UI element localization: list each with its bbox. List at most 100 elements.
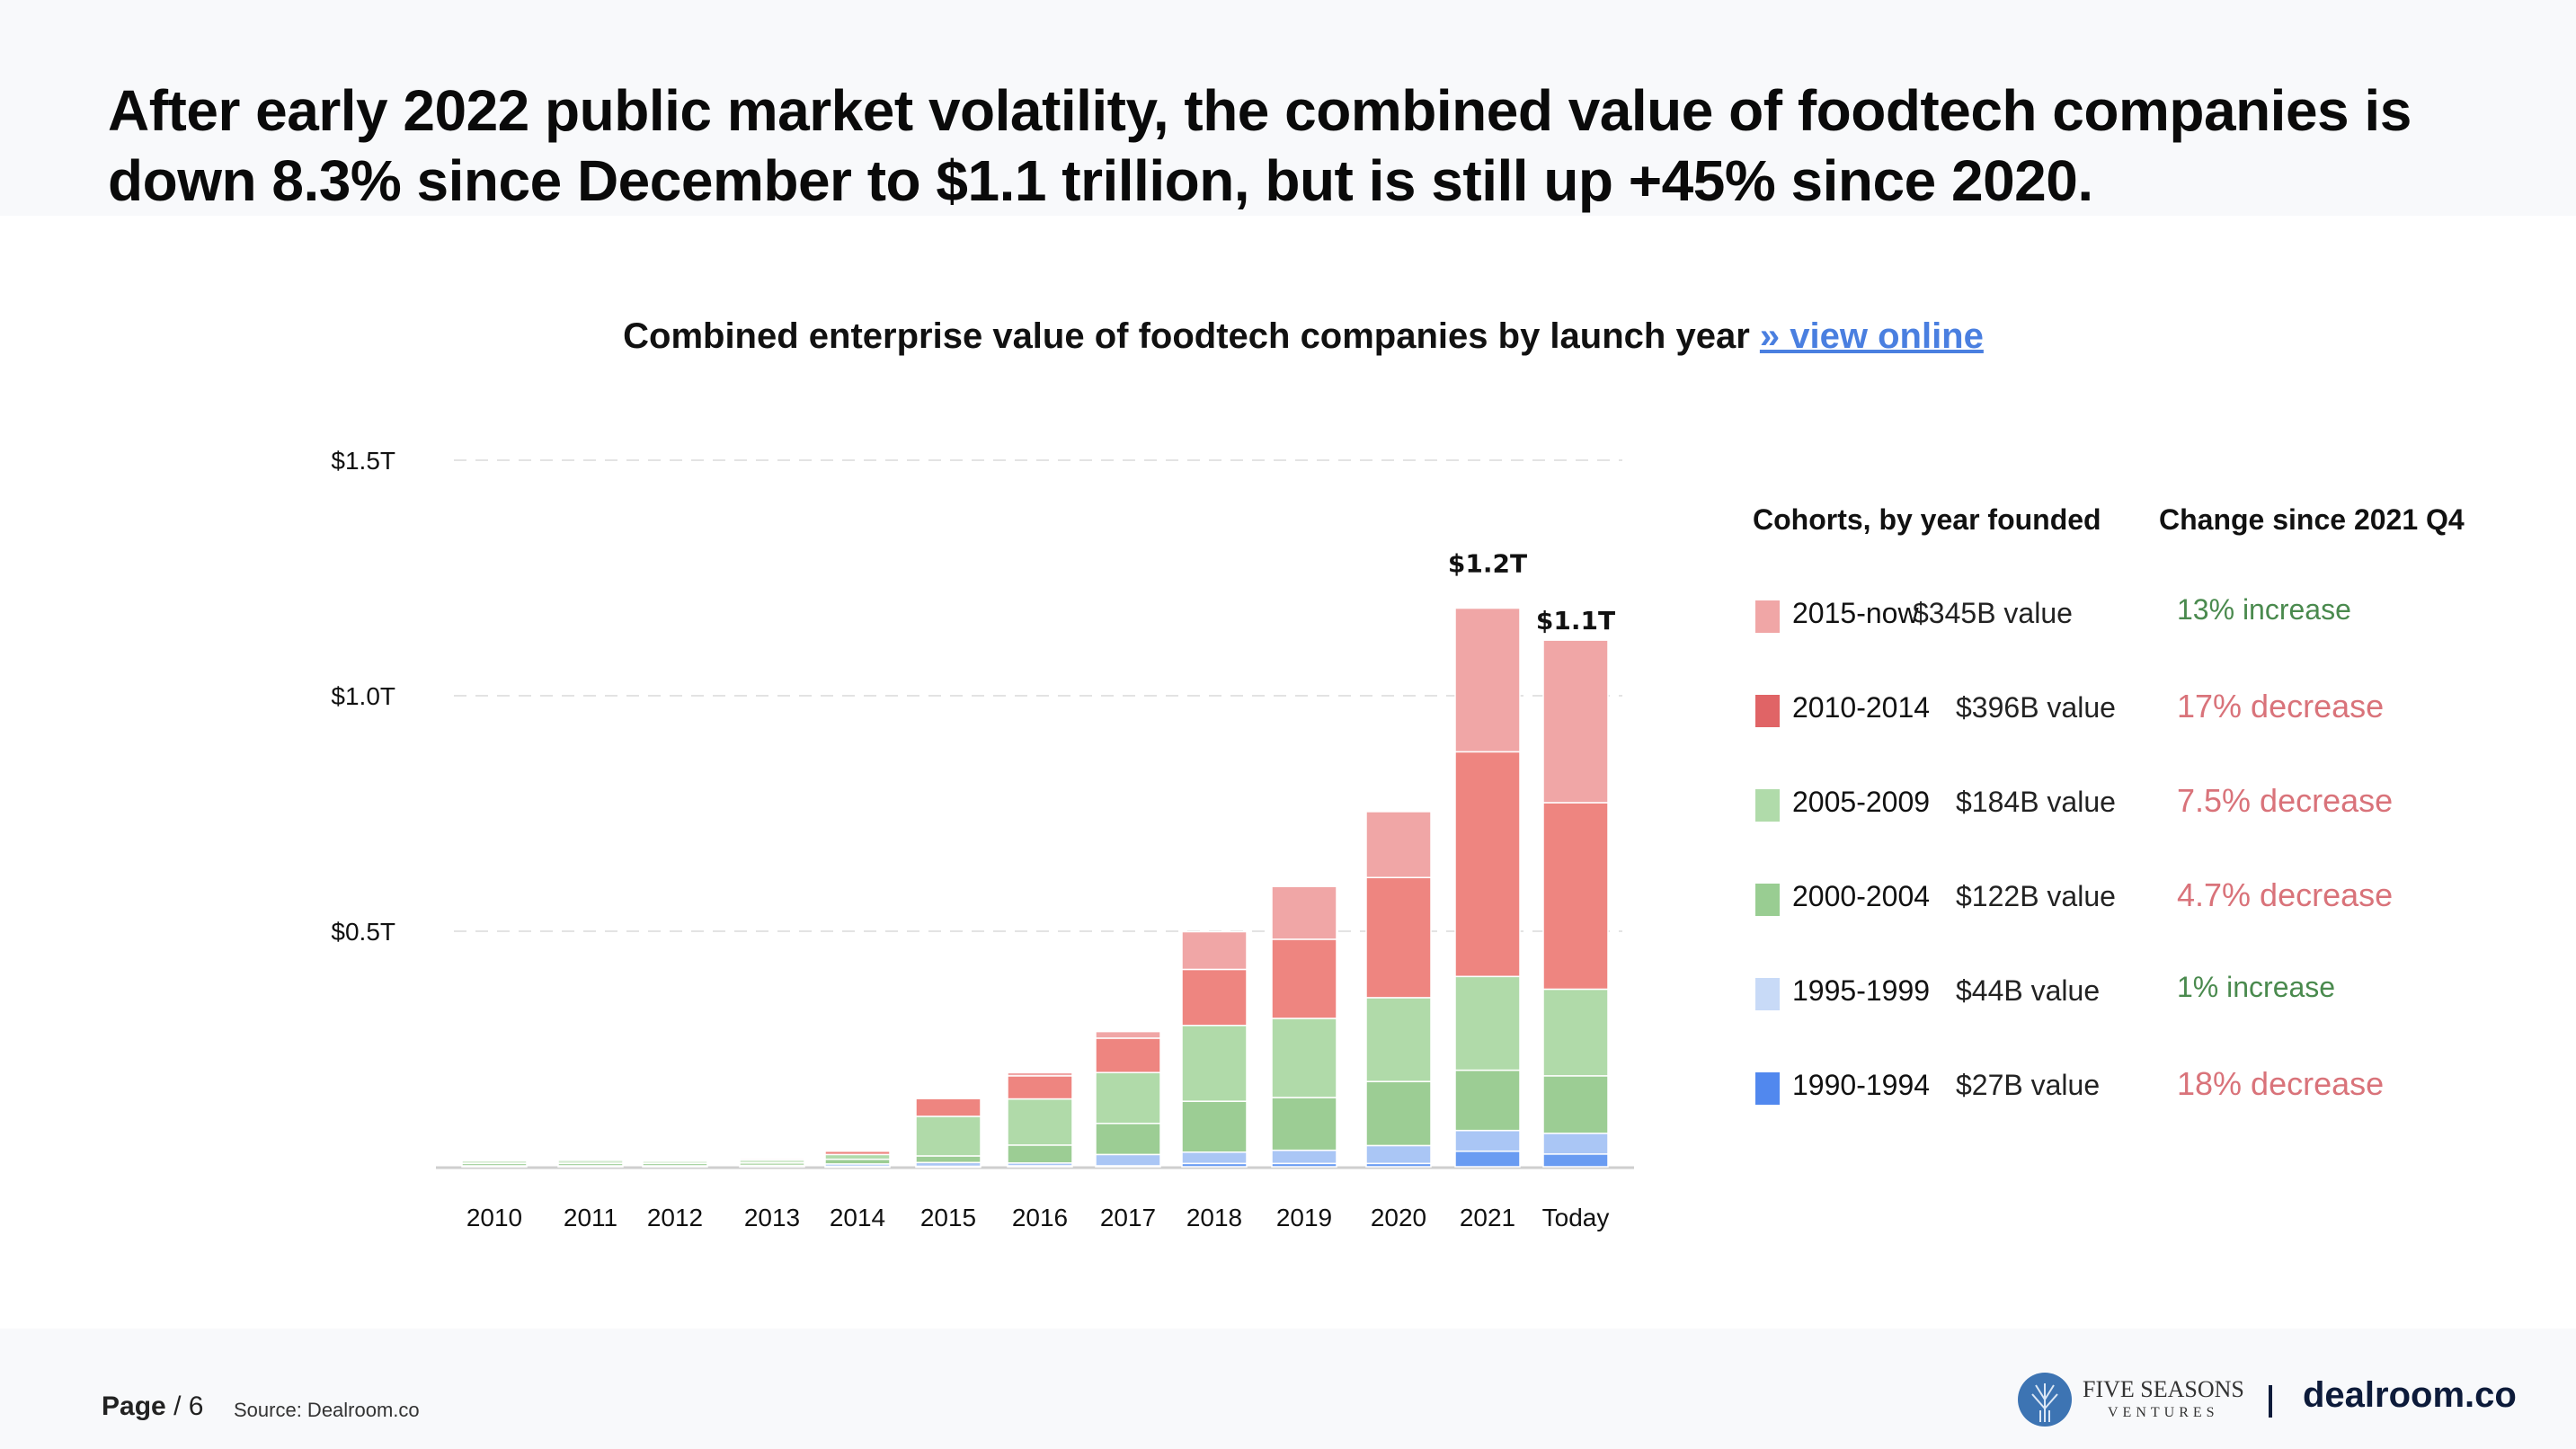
bar-segment-2015-now[interactable] (1007, 1071, 1073, 1077)
x-tick-label: 2011 (564, 1204, 617, 1231)
bar-segment-1995-1999[interactable] (1181, 1151, 1248, 1165)
header-band (0, 0, 2576, 216)
bar-segment-2000-2004[interactable] (1454, 1069, 1521, 1132)
bar-segment-2015-now[interactable] (1181, 930, 1248, 971)
legend-swatch (1755, 1072, 1780, 1105)
bar-segment-1995-1999[interactable] (1271, 1149, 1337, 1165)
legend-cohort-header: Cohorts, by year founded (1753, 503, 2101, 536)
total-label: $1.2T (1448, 549, 1527, 579)
bar-segment-2005-2009[interactable] (1542, 988, 1609, 1077)
bar-segment-2010-2014[interactable] (1542, 802, 1609, 991)
bar-segment-2000-2004[interactable] (1007, 1144, 1073, 1164)
legend-change: 17% decrease (2177, 688, 2385, 724)
bar-segment-1990-1994[interactable] (1542, 1153, 1609, 1168)
bar-segment-2005-2009[interactable] (824, 1153, 891, 1160)
chart-title-text: Combined enterprise value of foodtech co… (623, 316, 1750, 356)
dealroom-logo: dealroom.co (2303, 1375, 2517, 1415)
bar-segment-2010-2014[interactable] (915, 1098, 982, 1117)
legend-value: $396B value (1956, 691, 2116, 724)
bar-segment-2005-2009[interactable] (1095, 1071, 1161, 1125)
legend-cohort: 2010-2014 (1792, 691, 1931, 724)
bar-segment-2000-2004[interactable] (1271, 1097, 1337, 1151)
y-tick-label: $0.5T (331, 918, 395, 946)
source-note: Source: Dealroom.co (234, 1399, 420, 1421)
bar-segment-2005-2009[interactable] (1271, 1018, 1337, 1098)
bar-segment-2005-2009[interactable] (1454, 975, 1521, 1071)
tree-icon (2018, 1373, 2072, 1427)
bar-segment-1990-1994[interactable] (1454, 1150, 1521, 1168)
legend-swatch (1755, 884, 1780, 916)
x-tick-label: 2010 (466, 1204, 522, 1231)
legend-value: $27B value (1956, 1069, 2101, 1101)
page-number: / 6 (173, 1391, 204, 1421)
bar-segment-2000-2004[interactable] (915, 1155, 982, 1164)
partner-name: FIVE SEASONS (2083, 1376, 2244, 1402)
bar-segment-2005-2009[interactable] (557, 1159, 624, 1165)
x-tick-label: 2018 (1186, 1204, 1242, 1231)
bar-segment-2000-2004[interactable] (824, 1158, 891, 1165)
bar-segment-2015-now[interactable] (1365, 811, 1432, 879)
legend-change: 7.5% decrease (2177, 782, 2394, 819)
bar-segment-1995-1999[interactable] (1542, 1133, 1609, 1155)
bar-segment-2010-2014[interactable] (1007, 1075, 1073, 1100)
x-tick-label: 2019 (1276, 1204, 1332, 1231)
x-tick-label: Today (1542, 1204, 1610, 1231)
legend-value: $184B value (1956, 786, 2116, 818)
bar-segment-2010-2014[interactable] (642, 1159, 708, 1162)
legend-swatch (1755, 978, 1780, 1010)
bar-segment-2010-2014[interactable] (1365, 876, 1432, 999)
bar-segment-2010-2014[interactable] (1095, 1037, 1161, 1073)
legend-cohort: 2015-now (1792, 597, 1919, 629)
bar-segment-2000-2004[interactable] (1365, 1080, 1432, 1147)
legend-change-header: Change since 2021 Q4 (2159, 503, 2465, 536)
legend-value: $345B value (1913, 597, 2073, 629)
legend-cohort: 1995-1999 (1792, 974, 1931, 1007)
x-tick-label: 2021 (1460, 1204, 1515, 1231)
bar-segment-2005-2009[interactable] (915, 1116, 982, 1157)
bar-segment-2000-2004[interactable] (1181, 1100, 1248, 1153)
bar-segment-2015-now[interactable] (1542, 639, 1609, 804)
bar-segment-2015-now[interactable] (1454, 607, 1521, 753)
y-tick-label: $1.0T (331, 682, 395, 710)
bar-segment-2005-2009[interactable] (1007, 1098, 1073, 1146)
x-tick-label: 2013 (744, 1204, 800, 1231)
bar-segment-2005-2009[interactable] (1365, 997, 1432, 1082)
x-tick-label: 2017 (1100, 1204, 1156, 1231)
bar-segment-2000-2004[interactable] (1095, 1123, 1161, 1156)
legend-value: $122B value (1956, 880, 2116, 912)
bar-segment-2010-2014[interactable] (1181, 968, 1248, 1027)
bar-segment-2005-2009[interactable] (1181, 1025, 1248, 1102)
chart-title: Combined enterprise value of foodtech co… (0, 316, 2576, 357)
bar-segment-2010-2014[interactable] (824, 1150, 891, 1156)
stacked-bar-chart: $0.5T $1.0T $1.5T 2010 2011 2012 2013 2014 2015 2… (331, 447, 1634, 1231)
y-tick-label: $1.5T (331, 447, 395, 475)
five-seasons-logo: FIVE SEASONS VENTURES (2018, 1371, 2314, 1434)
legend-swatch (1755, 600, 1780, 633)
legend-cohort: 2000-2004 (1792, 880, 1931, 912)
x-tick-label: 2012 (647, 1204, 703, 1231)
bar-segment-2015-now[interactable] (1271, 885, 1337, 940)
legend-change: 18% decrease (2177, 1065, 2385, 1102)
page-label: Page (102, 1391, 166, 1421)
footer (0, 1329, 2576, 1449)
bar-segment-1995-1999[interactable] (1454, 1129, 1521, 1152)
total-label: $1.1T (1536, 606, 1615, 636)
page-indicator: Page / 6 (102, 1391, 203, 1422)
bar-segment-2010-2014[interactable] (1271, 938, 1337, 1019)
bar-segment-2015-now[interactable] (1095, 1030, 1161, 1039)
legend-cohort: 1990-1994 (1792, 1069, 1931, 1101)
bar-segment-2000-2004[interactable] (1542, 1075, 1609, 1134)
headline: After early 2022 public market volatilit… (108, 78, 2412, 213)
logo-divider (2269, 1385, 2272, 1418)
bar-segment-2005-2009[interactable] (461, 1160, 528, 1165)
view-online-link[interactable]: » view online (1759, 316, 1984, 356)
bar-segment-2010-2014[interactable] (1454, 751, 1521, 978)
bar-segment-2010-2014[interactable] (739, 1157, 805, 1160)
bar-segment-1995-1999[interactable] (1095, 1153, 1161, 1167)
bar-segment-1995-1999[interactable] (1365, 1144, 1432, 1165)
legend-change: 13% increase (2177, 593, 2351, 626)
legend-swatch (1755, 789, 1780, 822)
legend-swatch (1755, 695, 1780, 727)
legend-change: 4.7% decrease (2177, 876, 2394, 913)
legend-change: 1% increase (2177, 971, 2336, 1003)
